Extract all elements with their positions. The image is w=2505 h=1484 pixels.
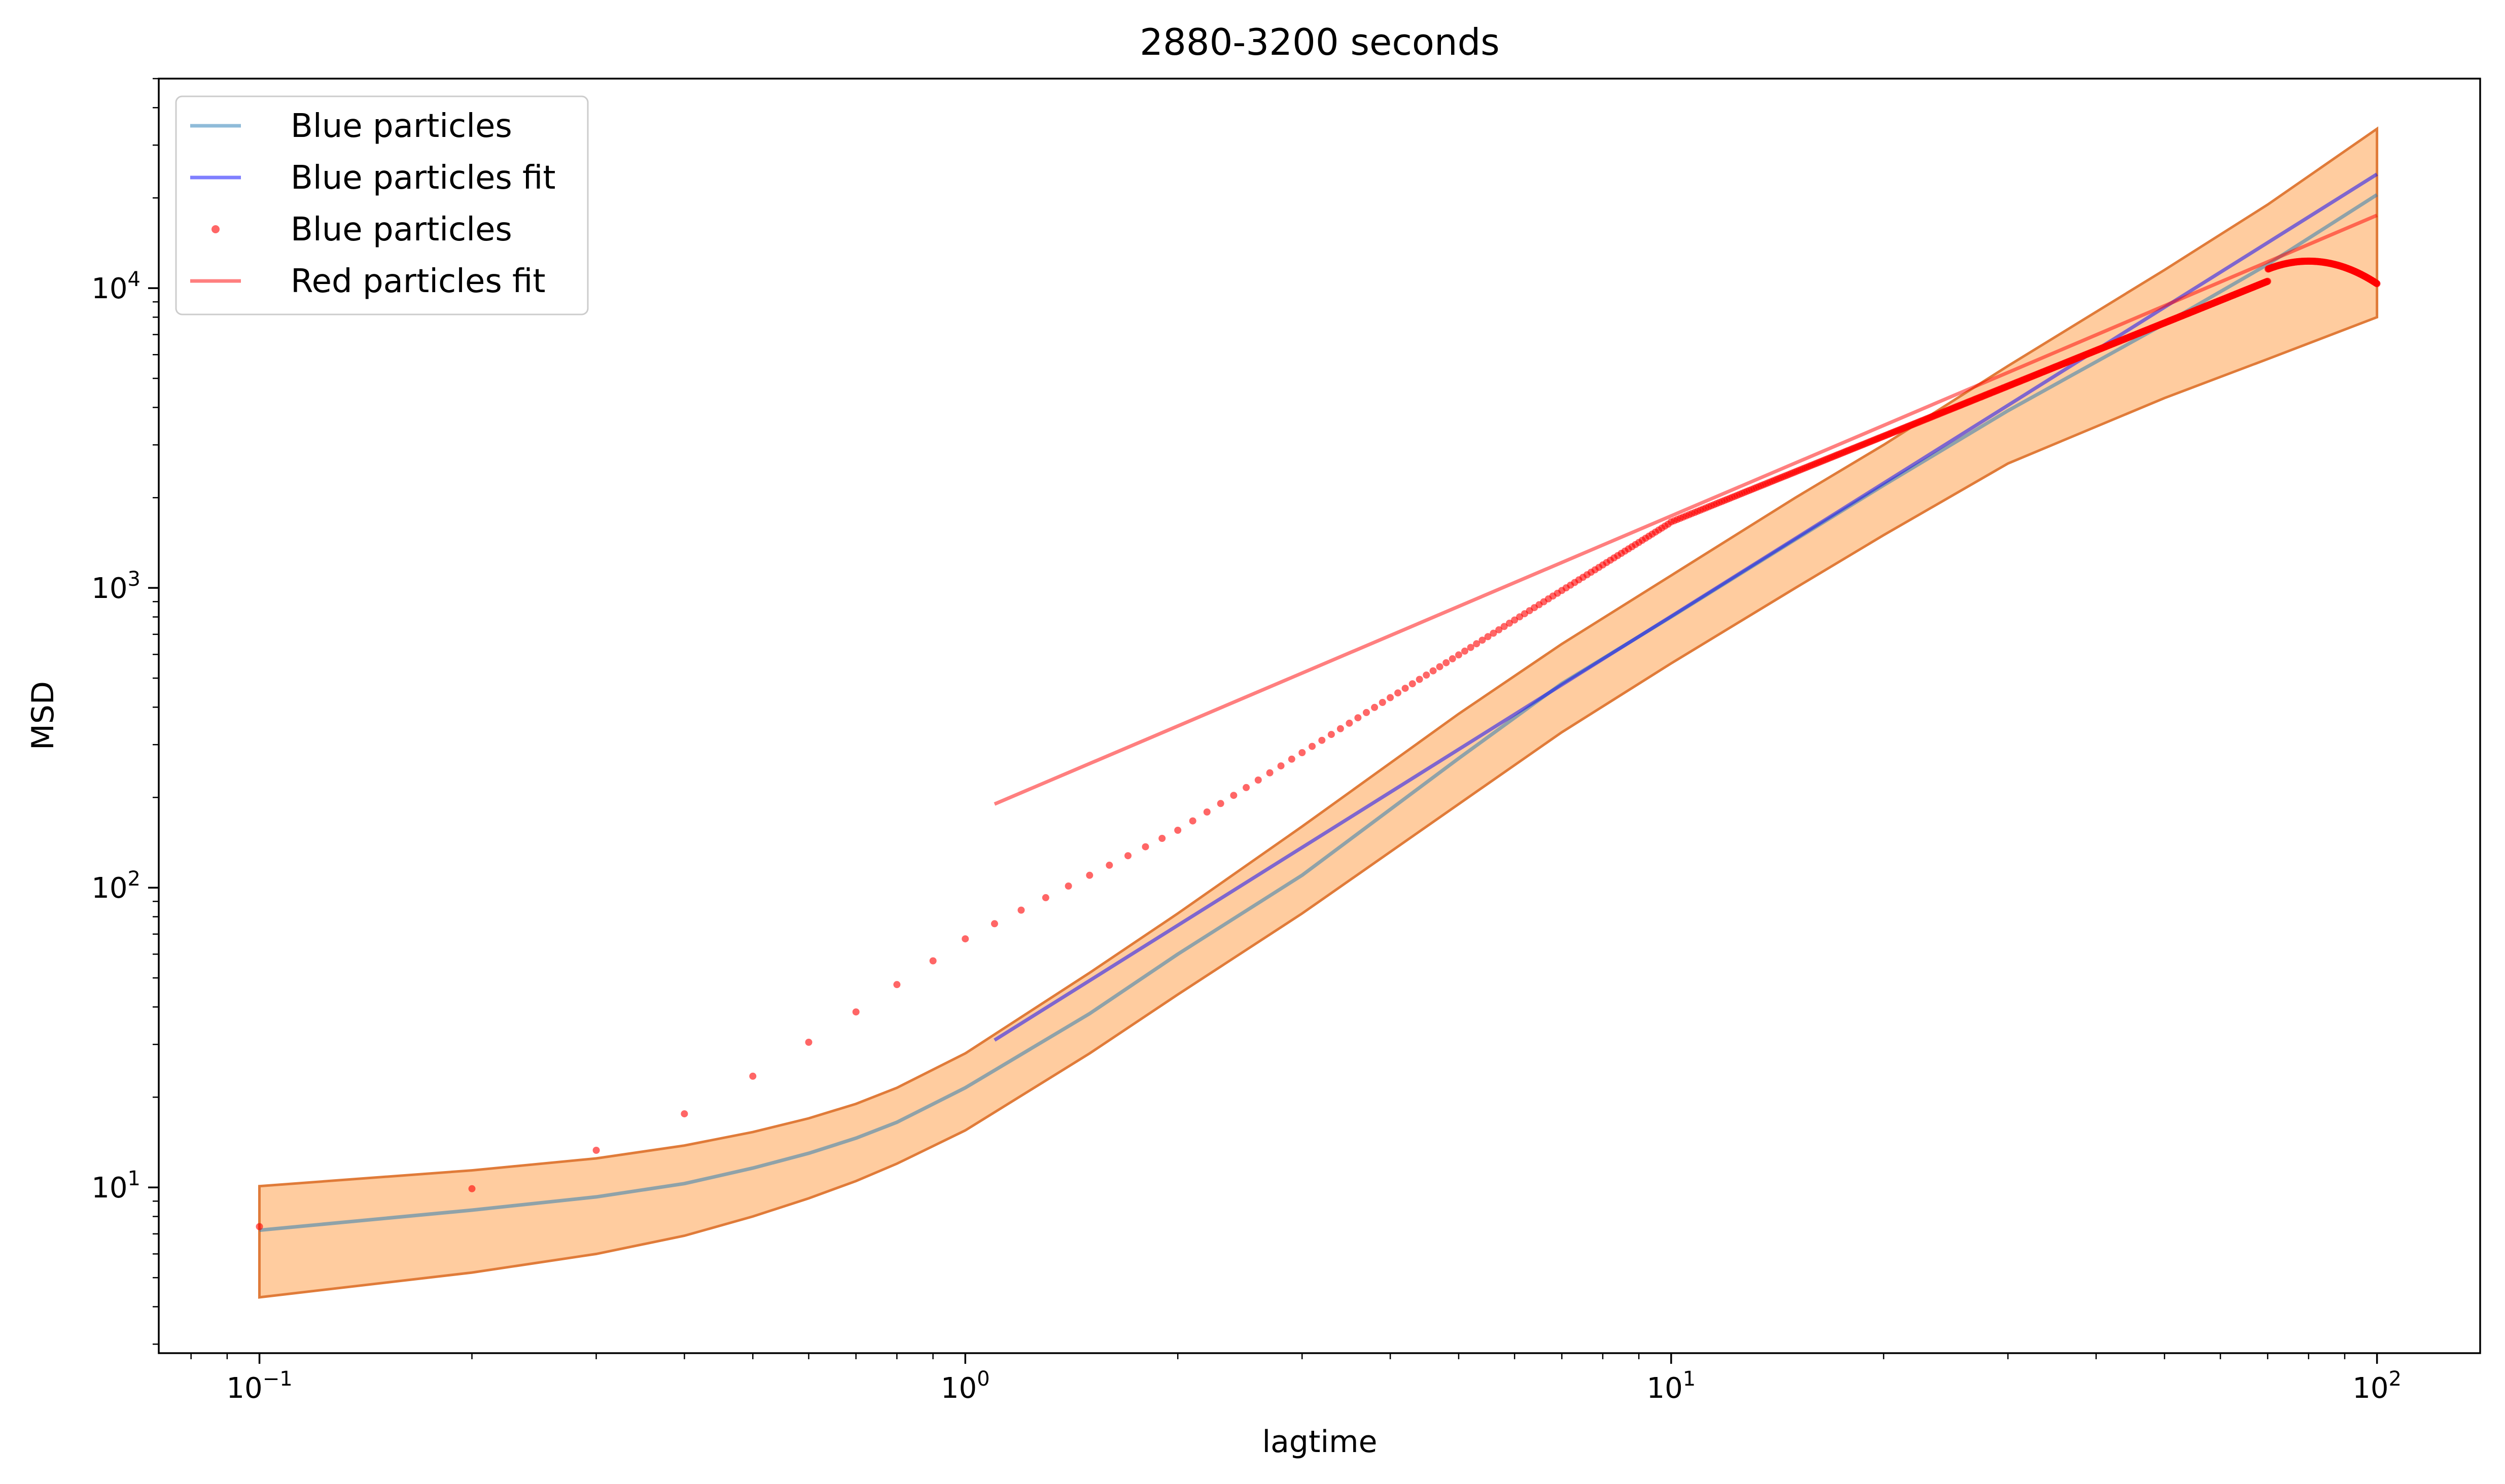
scatter-point [468,1185,476,1192]
scatter-point [1230,792,1238,799]
scatter-point [1506,619,1513,627]
series-line-1 [994,172,2378,1042]
scatter-point [893,981,901,988]
legend-label: Blue particles fit [291,159,555,197]
y-tick-label: 103 [91,568,140,605]
scatter-point [1309,743,1316,750]
scatter-point [1401,685,1409,692]
legend-label: Blue particles [291,211,512,249]
scatter-point [1423,672,1430,679]
scatter-point [1243,784,1250,791]
scatter-point [1511,616,1519,624]
scatter-point [1298,749,1306,756]
scatter-point [1189,817,1196,825]
scatter-point [1277,762,1285,770]
series-line-0 [259,193,2378,1232]
legend-label: Blue particles [291,108,512,145]
scatter-point [1490,629,1497,637]
scatter-point [256,1223,263,1230]
scatter-point [962,935,969,943]
scatter-point [1065,882,1072,890]
scatter-point [592,1147,600,1154]
legend-box [175,95,589,315]
scatter-point [1449,655,1456,662]
y-tick-label: 104 [91,268,140,305]
scatter-point [1408,680,1416,688]
scatter-point [1416,676,1423,683]
scatter-point [749,1072,757,1080]
scatter-point [1473,640,1480,648]
scatter-point [681,1110,688,1118]
scatter-point [991,920,998,928]
scatter-point [852,1008,860,1016]
scatter-point [805,1039,813,1046]
scatter-point [1174,827,1182,834]
scatter-point [1042,894,1049,901]
x-tick-label: 100 [941,1367,990,1405]
scatter-point [1318,736,1326,744]
scatter-point [1467,644,1474,651]
scatter-point [1327,731,1335,738]
y-axis-label: MSD [25,681,61,750]
scatter-point [1158,835,1166,842]
scatter-point [1254,776,1262,784]
x-tick-label: 10−1 [226,1367,292,1405]
scatter-point [1266,769,1274,776]
scatter-point [1346,719,1353,727]
scatter-point [2264,277,2272,285]
error-band [258,126,2379,1299]
plot-area [256,126,2381,1299]
scatter-point [1478,637,1486,644]
scatter-point [1429,667,1437,675]
scatter-point [1371,703,1379,711]
x-tick-label: 101 [1647,1367,1696,1405]
series-line-3 [994,214,2378,806]
axes-ticks: 10−1 100 101 102 101 102 103 104 [91,78,2402,1405]
scatter-point [1387,694,1394,701]
scatter-point [1495,626,1503,633]
scatter-point [1124,852,1132,860]
scatter-point [1086,871,1093,879]
scatter-point [1354,714,1362,722]
scatter-point [929,957,937,965]
scatter-point [1500,623,1508,630]
scatter-point [1442,659,1450,666]
scatter-point [1288,755,1295,763]
scatter-point [1142,843,1149,851]
scatter-point [1017,906,1025,914]
scatter-point [1379,699,1386,706]
x-axis-label: lagtime [1262,1424,1377,1460]
scatter-point [2373,280,2381,288]
scatter-point [1217,800,1224,807]
scatter-point [1461,647,1468,655]
legend-label: Red particles fit [291,263,545,300]
chart-title: 2880-3200 seconds [1140,21,1500,63]
scatter-point [1484,633,1492,641]
scatter-point [1394,689,1402,697]
y-tick-label: 102 [91,867,140,905]
scatter-point [1363,709,1370,716]
scatter-point [1106,861,1113,869]
legend: Blue particles Blue particles fit Blue par… [175,95,589,315]
x-tick-label: 102 [2352,1367,2402,1405]
scatter-point [1203,808,1211,816]
axes-frame [158,78,2481,1354]
scatter-point [1336,725,1344,732]
scatter-point [1455,651,1462,659]
scatter-point [1436,663,1443,670]
legend-swatch-dot [211,225,220,233]
y-tick-label: 101 [91,1167,140,1205]
